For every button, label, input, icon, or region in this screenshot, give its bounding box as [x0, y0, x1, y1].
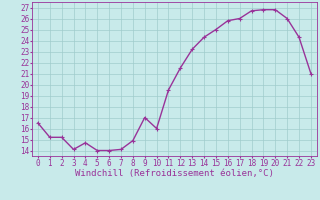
X-axis label: Windchill (Refroidissement éolien,°C): Windchill (Refroidissement éolien,°C) [75, 169, 274, 178]
